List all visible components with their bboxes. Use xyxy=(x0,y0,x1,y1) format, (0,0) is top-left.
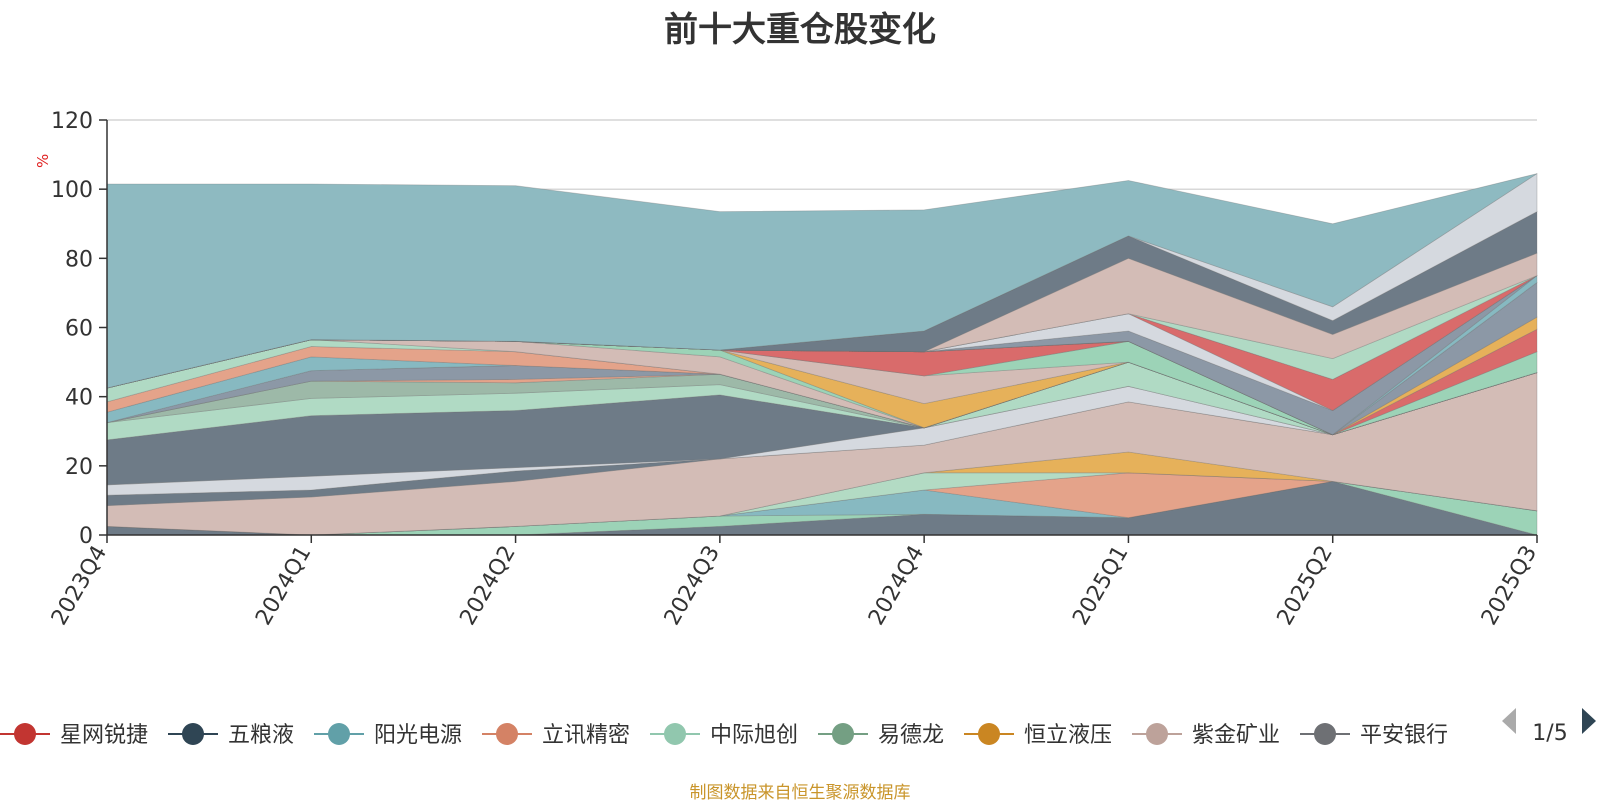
pager-text: 1/5 xyxy=(1532,721,1567,746)
legend-item[interactable]: 中际旭创 xyxy=(650,723,798,748)
legend-label: 星网锐捷 xyxy=(60,723,148,748)
legend-marker xyxy=(664,723,686,745)
legend: 星网锐捷 五粮液 阳光电源 立讯精密 中际旭创 易德龙 恒立液压 紫金矿业 平安银行 xyxy=(0,723,1448,748)
legend-marker xyxy=(182,723,204,745)
x-tick-label: 2023Q4 xyxy=(47,542,112,630)
x-tick-label: 2025Q1 xyxy=(1068,542,1133,630)
legend-item[interactable]: 星网锐捷 xyxy=(0,723,148,748)
legend-pager: 1/5 xyxy=(1502,708,1596,746)
legend-item[interactable]: 阳光电源 xyxy=(314,723,462,748)
y-tick-label: 60 xyxy=(65,317,93,342)
x-tick-label: 2024Q4 xyxy=(864,542,929,630)
legend-label: 中际旭创 xyxy=(710,723,798,748)
legend-item[interactable]: 紫金矿业 xyxy=(1132,723,1280,748)
y-tick-label: 0 xyxy=(79,524,93,549)
legend-label: 阳光电源 xyxy=(374,723,462,748)
legend-label: 紫金矿业 xyxy=(1192,723,1280,748)
x-tick-label: 2024Q1 xyxy=(251,542,316,630)
x-tick-label: 2025Q2 xyxy=(1273,542,1338,630)
legend-marker xyxy=(1314,723,1336,745)
legend-marker xyxy=(978,723,1000,745)
legend-marker xyxy=(496,723,518,745)
x-tick-label: 2024Q3 xyxy=(660,542,725,630)
stacked-areas xyxy=(106,172,1538,536)
y-tick-label: 120 xyxy=(51,109,93,134)
chart-title: 前十大重仓股变化 xyxy=(664,10,936,50)
legend-item[interactable]: 立讯精密 xyxy=(482,723,630,748)
legend-label: 五粮液 xyxy=(228,723,294,748)
y-tick-label: 100 xyxy=(51,178,93,203)
series-area-35 xyxy=(106,173,1538,389)
legend-label: 恒立液压 xyxy=(1024,723,1112,748)
legend-marker xyxy=(14,723,36,745)
legend-item[interactable]: 平安银行 xyxy=(1300,723,1448,748)
legend-item[interactable]: 易德龙 xyxy=(818,723,944,748)
legend-marker xyxy=(328,723,350,745)
legend-label: 易德龙 xyxy=(878,723,944,748)
x-tick-label: 2024Q2 xyxy=(455,542,520,630)
legend-item[interactable]: 恒立液压 xyxy=(964,723,1112,748)
legend-marker xyxy=(832,723,854,745)
pager-prev-icon[interactable] xyxy=(1502,708,1516,734)
legend-label: 立讯精密 xyxy=(542,723,630,748)
y-axis-unit: % xyxy=(34,154,52,168)
y-tick-label: 80 xyxy=(65,247,93,272)
x-tick-label: 2025Q3 xyxy=(1477,542,1542,630)
y-tick-label: 40 xyxy=(65,386,93,411)
legend-marker xyxy=(1146,723,1168,745)
pager-next-icon[interactable] xyxy=(1582,708,1596,734)
legend-item[interactable]: 五粮液 xyxy=(168,723,294,748)
source-note: 制图数据来自恒生聚源数据库 xyxy=(689,783,911,803)
legend-label: 平安银行 xyxy=(1360,723,1448,748)
y-tick-label: 20 xyxy=(65,455,93,480)
